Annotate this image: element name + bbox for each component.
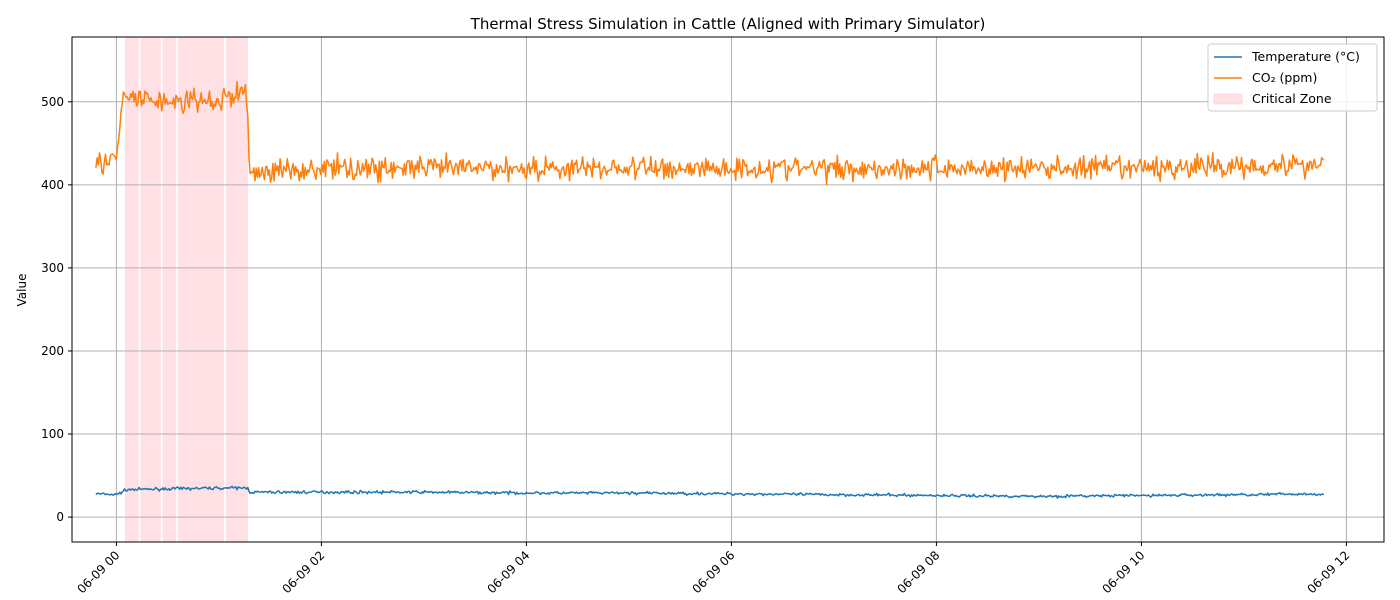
y-tick-label-4: 400: [41, 178, 64, 192]
y-axis-ticks: 0 100 200 300 400 500: [41, 95, 72, 524]
legend-box: [1207, 43, 1378, 112]
legend-swatch-2: [1213, 93, 1243, 105]
chart-title: Thermal Stress Simulation in Cattle (Ali…: [470, 15, 986, 33]
y-tick-label-0: 0: [56, 510, 64, 524]
legend: Temperature (°C) CO₂ (ppm) Critical Zone: [1207, 43, 1378, 112]
y-axis-label: Value: [15, 274, 29, 307]
plot-frame: [71, 36, 1385, 543]
y-tick-label-3: 300: [41, 261, 64, 275]
legend-label-1: CO₂ (ppm): [1252, 70, 1317, 85]
critical-zone-band-2: [162, 37, 177, 542]
grid-lines: [72, 37, 1384, 542]
critical-zone-band-3: [177, 37, 225, 542]
y-tick-label-2: 200: [41, 344, 64, 358]
series-line-1: [95, 80, 1325, 186]
critical-zone-band-1: [140, 37, 161, 542]
legend-label-0: Temperature (°C): [1251, 49, 1360, 64]
critical-zone-bands: [124, 37, 248, 542]
y-tick-label-1: 100: [41, 427, 64, 441]
series-line-0: [95, 485, 1324, 499]
critical-zone-band-4: [225, 37, 248, 542]
critical-zone-band-0: [124, 37, 139, 542]
legend-label-2: Critical Zone: [1252, 91, 1332, 106]
series-lines: [95, 80, 1325, 499]
y-tick-label-5: 500: [41, 95, 64, 109]
